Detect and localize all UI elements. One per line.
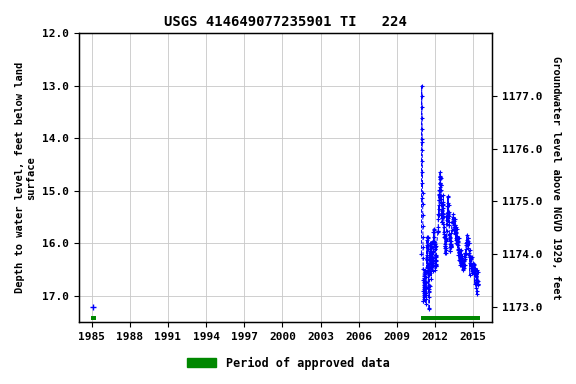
Title: USGS 414649077235901 TI   224: USGS 414649077235901 TI 224 bbox=[164, 15, 407, 29]
Bar bbox=[420, 316, 480, 320]
Bar bbox=[91, 316, 96, 320]
Legend: Period of approved data: Period of approved data bbox=[182, 352, 394, 374]
Y-axis label: Depth to water level, feet below land
surface: Depth to water level, feet below land su… bbox=[15, 62, 37, 293]
Y-axis label: Groundwater level above NGVD 1929, feet: Groundwater level above NGVD 1929, feet bbox=[551, 56, 561, 300]
